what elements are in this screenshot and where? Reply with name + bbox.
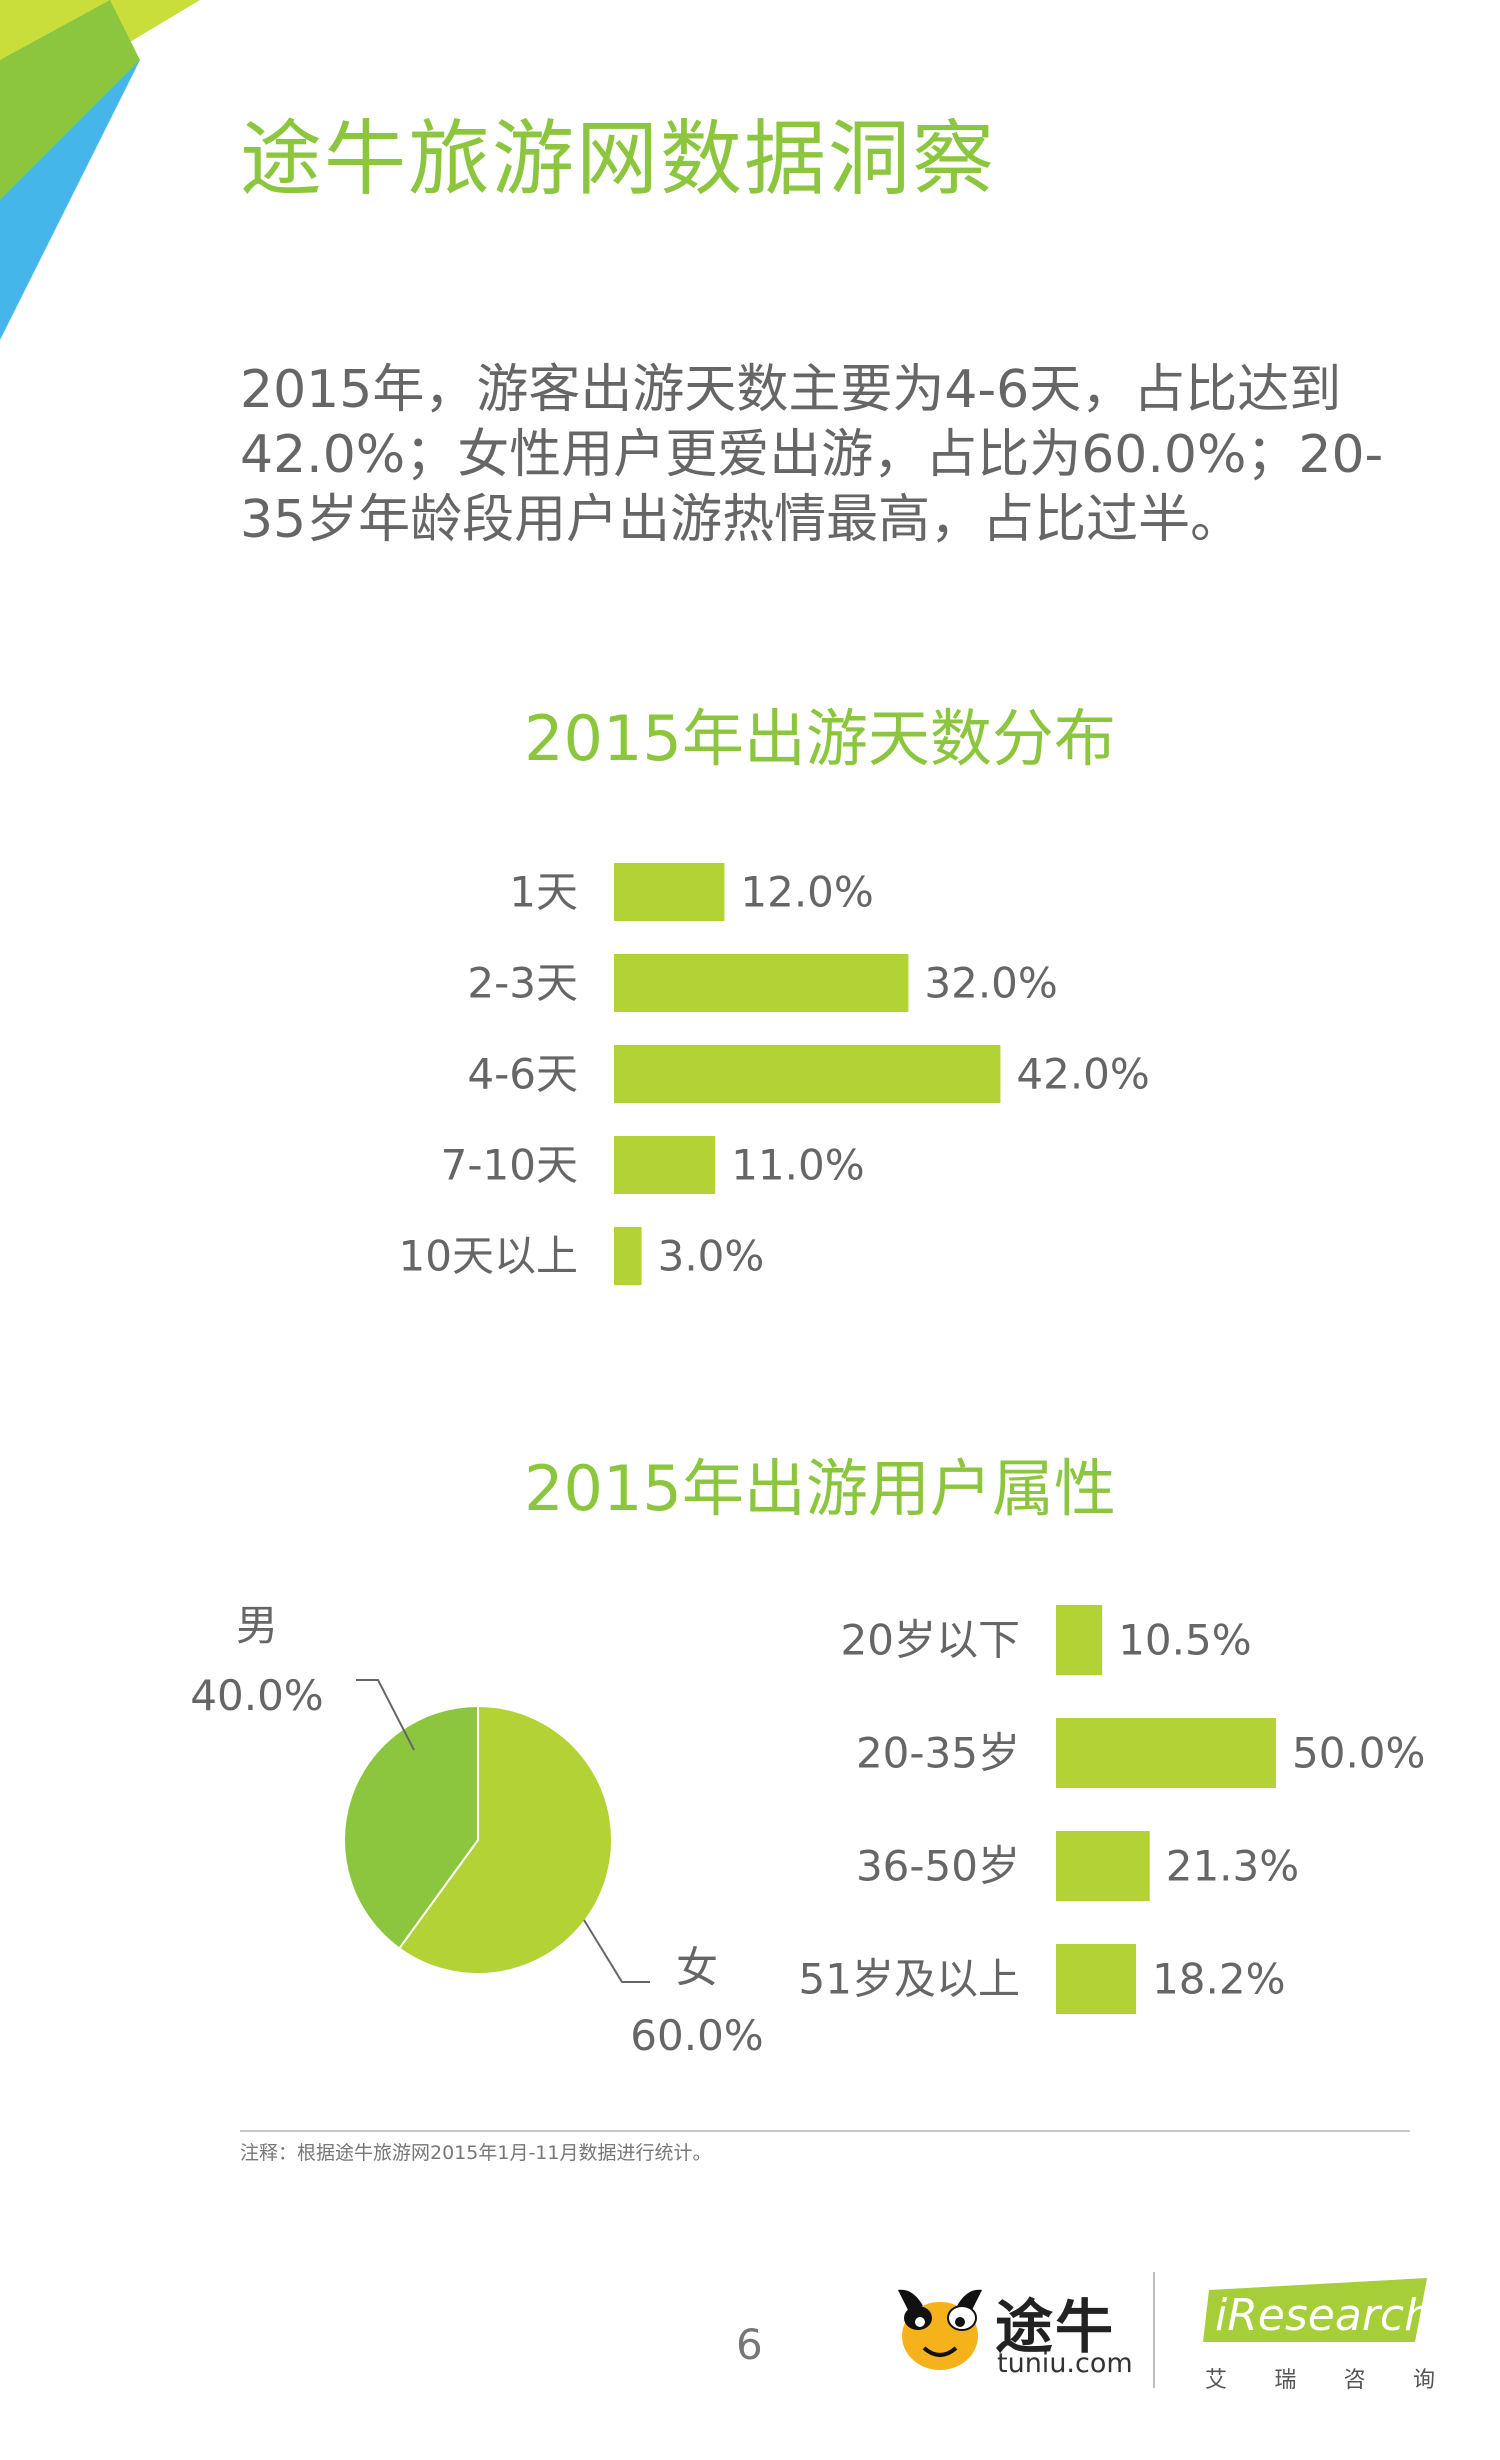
- category-label: 1天: [509, 868, 578, 917]
- category-label: 4-6天: [467, 1050, 578, 1099]
- iresearch-cn-char: 询: [1412, 2368, 1435, 2393]
- data-label: 21.3%: [1166, 1842, 1299, 1891]
- category-label: 36-50岁: [856, 1842, 1020, 1891]
- tuniu-wordmark: 途牛: [995, 2293, 1116, 2361]
- gender-pie-chart: 男 40.0% 女 60.0%: [190, 1601, 763, 2060]
- bar: [614, 1136, 716, 1194]
- page-number: 6: [736, 2320, 763, 2369]
- iresearch-cn-char: 咨: [1343, 2368, 1366, 2393]
- category-label: 20岁以下: [841, 1616, 1020, 1665]
- slice-label: 60.0%: [630, 2011, 763, 2060]
- iresearch-cn-name: 艾 瑞 咨 询: [1205, 2362, 1435, 2394]
- category-label: 20-35岁: [856, 1729, 1020, 1778]
- data-label: 42.0%: [1016, 1050, 1149, 1099]
- data-label: 50.0%: [1292, 1729, 1425, 1778]
- page-title: 途牛旅游网数据洞察: [240, 112, 997, 207]
- iresearch-cn-char: 瑞: [1274, 2368, 1297, 2393]
- slice-name: 男: [236, 1601, 278, 1650]
- summary-text: 2015年，游客出游天数主要为4-6天，占比达到42.0%；女性用户更爱出游，占…: [240, 360, 1384, 550]
- tuniu-cow-icon: [898, 2289, 982, 2370]
- leader-line: [583, 1919, 650, 1983]
- days-bar-chart: 1天 12.0% 2-3天 32.0% 4-6天 42.0% 7-10天 11.0% 10天以上…: [399, 863, 1150, 1285]
- bar: [1056, 1605, 1103, 1675]
- slice-label: 40.0%: [190, 1671, 323, 1720]
- category-label: 10天以上: [399, 1232, 578, 1281]
- category-label: 7-10天: [441, 1141, 578, 1190]
- age-bar-chart: 20岁以下 10.5% 20-35岁 50.0% 36-50岁 21.3% 51岁及以上 18…: [799, 1605, 1425, 2014]
- bar: [614, 1227, 642, 1285]
- bar: [1056, 1944, 1137, 2014]
- data-label: 18.2%: [1152, 1955, 1285, 2004]
- users-chart-title: 2015年出游用户属性: [524, 1452, 1116, 1525]
- category-label: 2-3天: [467, 959, 578, 1008]
- category-label: 51岁及以上: [799, 1955, 1020, 2004]
- bar: [1056, 1718, 1276, 1788]
- slice-name: 女: [676, 1943, 718, 1992]
- pie-slice: [343, 1704, 479, 1950]
- footer-divider: [240, 2130, 1410, 2132]
- data-label: 32.0%: [924, 959, 1057, 1008]
- bar: [614, 863, 725, 921]
- days-chart-title: 2015年出游天数分布: [524, 702, 1116, 775]
- iresearch-logo: iResearch: [1203, 2278, 1432, 2342]
- data-label: 12.0%: [740, 868, 873, 917]
- bar: [1056, 1831, 1150, 1901]
- leader-line: [356, 1679, 415, 1751]
- tuniu-domain: tuniu.com: [997, 2348, 1133, 2379]
- footnote: 注释：根据途牛旅游网2015年1月-11月数据进行统计。: [240, 2142, 712, 2164]
- logo-separator: [1153, 2272, 1155, 2388]
- corner-decoration: [0, 0, 200, 340]
- iresearch-cn-char: 艾: [1205, 2368, 1228, 2393]
- iresearch-logo-text: iResearch: [1215, 2290, 1432, 2341]
- data-label: 10.5%: [1118, 1616, 1251, 1665]
- bar: [614, 954, 909, 1012]
- data-label: 3.0%: [658, 1232, 765, 1281]
- pie-slice: [397, 1704, 613, 1975]
- bar: [614, 1045, 1001, 1103]
- data-label: 11.0%: [731, 1141, 864, 1190]
